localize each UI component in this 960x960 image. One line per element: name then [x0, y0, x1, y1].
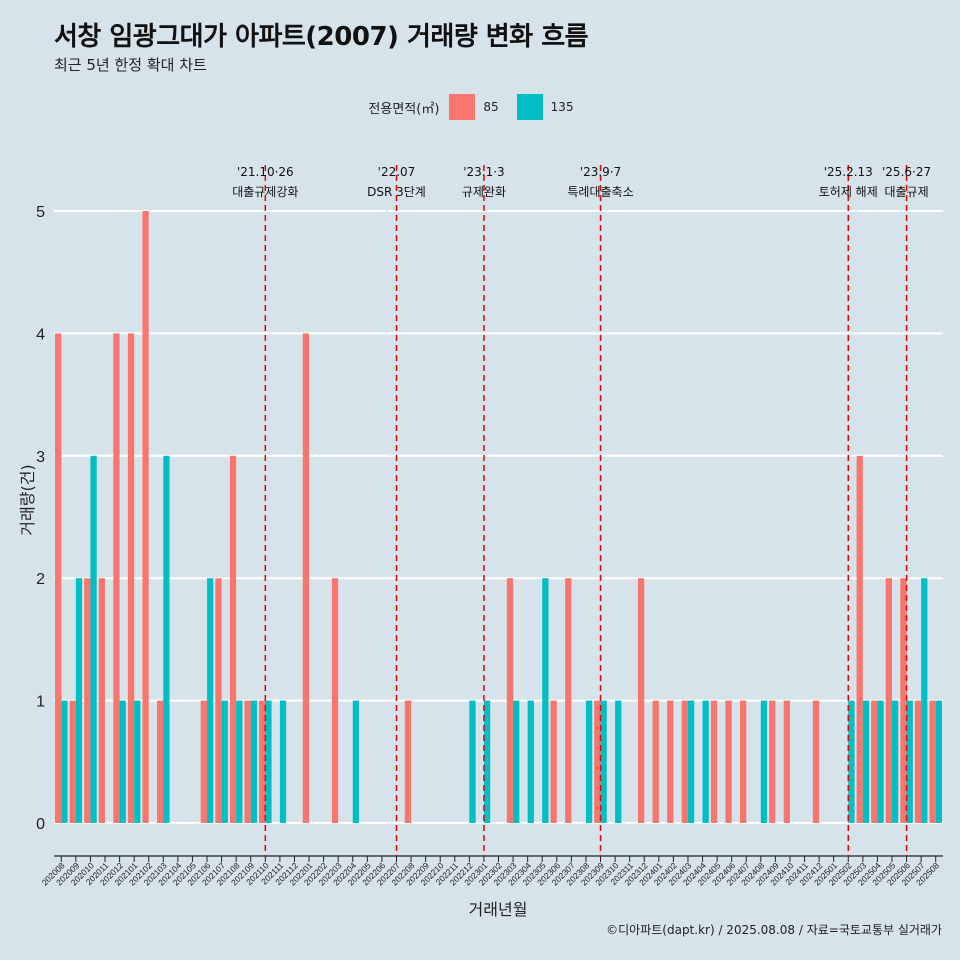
legend-title: 전용면적(㎡) — [368, 101, 440, 117]
y-tick-label: 4 — [36, 326, 45, 343]
bar-85-202012 — [113, 333, 120, 823]
bar-135-202305 — [542, 578, 549, 823]
bar-85-202505 — [885, 578, 892, 823]
bar-135-202111 — [279, 700, 287, 823]
bar-85-202303 — [506, 578, 514, 823]
bar-85-202410 — [783, 700, 790, 823]
event-label: DSR 3단계 — [367, 185, 426, 199]
bar-85-202008 — [55, 333, 62, 823]
bar-85-202103 — [157, 700, 164, 823]
bar-135-202507 — [921, 578, 928, 823]
legend-key-85 — [449, 94, 476, 120]
bar-135-202404 — [702, 700, 709, 823]
bar-135-202110 — [265, 700, 272, 823]
event-date: '23.1·3 — [463, 165, 504, 179]
bar-85-202409 — [769, 700, 776, 823]
bar-135-202212 — [469, 700, 476, 823]
event-date: '25.2.13 — [824, 165, 873, 179]
chart-subtitle: 최근 5년 한정 확대 차트 — [54, 56, 207, 74]
bar-85-202402 — [667, 700, 674, 823]
event-date: '25.6·27 — [882, 165, 931, 179]
x-axis-title: 거래년월 — [469, 900, 528, 919]
bar-85-202009 — [69, 700, 76, 823]
legend-key-135 — [516, 94, 543, 120]
y-tick-label: 1 — [36, 694, 45, 711]
y-tick-label: 2 — [36, 571, 45, 588]
event-label: 규제완화 — [462, 185, 506, 199]
bar-85-202508 — [929, 700, 936, 823]
bar-85-202401 — [652, 700, 659, 823]
bar-85-202208 — [404, 700, 412, 823]
bar-85-202110 — [259, 700, 266, 823]
bar-85-202203 — [331, 578, 339, 823]
bar-135-202308 — [585, 700, 593, 823]
bar-135-202503 — [862, 700, 870, 823]
bar-85-202309 — [594, 700, 601, 823]
bar-85-202506 — [900, 578, 907, 823]
bar-135-202009 — [75, 578, 83, 823]
bar-135-202309 — [600, 700, 607, 823]
event-label: 토허제 해제 — [819, 185, 878, 199]
bar-135-202108 — [236, 700, 243, 823]
event-date: '21.10·26 — [237, 165, 294, 179]
caption: ©디아파트(dapt.kr) / 2025.08.08 / 자료=국토교통부 실… — [606, 923, 942, 937]
bar-85-202403 — [681, 700, 688, 823]
bar-85-202108 — [229, 455, 237, 823]
bar-135-202204 — [352, 700, 360, 823]
y-tick-label: 3 — [36, 449, 45, 466]
bar-135-202101 — [134, 700, 141, 823]
y-tick-label: 0 — [36, 816, 45, 833]
bar-135-202408 — [760, 700, 768, 823]
bar-135-202508 — [935, 700, 942, 823]
bar-85-202405 — [710, 700, 718, 823]
bar-135-202008 — [61, 700, 68, 823]
y-axis-title: 거래량(건) — [18, 464, 37, 535]
bar-85-202107 — [215, 578, 222, 823]
bar-135-202504 — [877, 700, 884, 823]
bar-85-202503 — [856, 455, 863, 823]
bar-135-202403 — [687, 700, 695, 823]
bar-135-202301 — [483, 700, 491, 823]
bar-135-202012 — [119, 700, 126, 823]
bar-85-202312 — [637, 578, 645, 823]
event-date: '23.9·7 — [580, 165, 621, 179]
y-tick-label: 5 — [36, 204, 45, 221]
bar-85-202407 — [739, 700, 747, 823]
bar-85-202406 — [725, 700, 732, 823]
bar-85-202307 — [565, 578, 572, 823]
event-label: 특례대출축소 — [567, 185, 633, 199]
bar-135-202106 — [207, 578, 214, 823]
bar-135-202502 — [848, 700, 855, 823]
bar-85-202011 — [98, 578, 106, 823]
bar-85-202101 — [127, 333, 135, 823]
bar-135-202303 — [513, 700, 520, 823]
legend: 전용면적(㎡) 85 135 — [0, 94, 960, 120]
legend-label-85: 85 — [483, 100, 499, 114]
event-date: '22.07 — [378, 165, 416, 179]
bar-85-202102 — [142, 211, 149, 823]
bar-85-202507 — [914, 700, 922, 823]
bar-135-202010 — [90, 455, 97, 823]
bar-135-202107 — [221, 700, 228, 823]
bar-135-202310 — [615, 700, 622, 823]
bar-85-202010 — [84, 578, 91, 823]
bar-85-202106 — [200, 700, 208, 823]
bar-85-202306 — [550, 700, 557, 823]
bar-135-202505 — [891, 700, 899, 823]
bar-85-202412 — [812, 700, 820, 823]
event-label: 대출규제 — [884, 185, 928, 199]
chart-title: 서창 임광그대가 아파트(2007) 거래량 변화 흐름 — [54, 22, 589, 52]
bar-85-202504 — [871, 700, 878, 823]
bar-85-202201 — [302, 333, 310, 823]
event-label: 대출규제강화 — [232, 185, 298, 199]
bar-135-202506 — [906, 700, 913, 823]
bar-85-202109 — [244, 700, 251, 823]
bar-135-202109 — [250, 700, 258, 823]
bar-135-202103 — [163, 455, 170, 823]
bar-135-202304 — [527, 700, 534, 823]
legend-label-135: 135 — [550, 100, 574, 114]
